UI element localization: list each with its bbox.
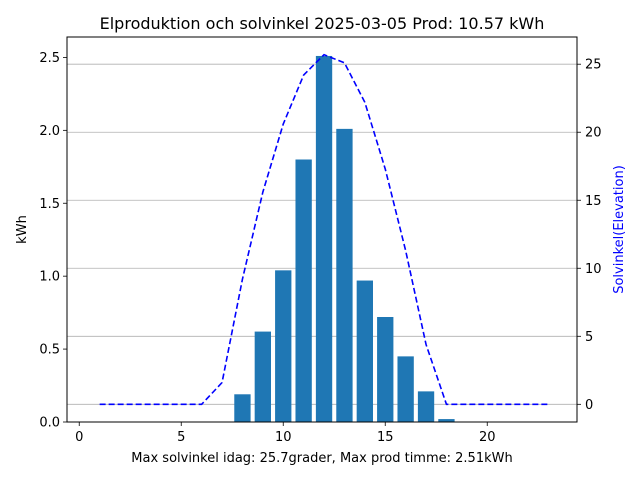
plot-frame (66, 36, 578, 423)
y2-tick-label: 10 (585, 262, 602, 277)
y-tick-label: 0.5 (39, 343, 60, 358)
y-tick-label: 2.0 (39, 124, 60, 139)
x-axis-ticks: 0 5 10 15 20 (75, 422, 496, 445)
bar-hour-12 (315, 55, 333, 422)
bar-hour-10 (275, 270, 292, 422)
bar-hour-9 (254, 331, 271, 422)
x-tick-label: 10 (275, 430, 292, 445)
chart-title: Elproduktion och solvinkel 2025-03-05 Pr… (100, 14, 545, 33)
bar-hour-15 (377, 317, 394, 422)
x-tick-label: 20 (479, 430, 496, 445)
bar-hour-16 (397, 356, 414, 422)
y2-tick-label: 15 (585, 194, 602, 209)
y-tick-label: 1.0 (39, 270, 60, 285)
bar-hour-14 (356, 280, 373, 422)
y2-axis-label: Solvinkel(Elevation) (612, 165, 627, 294)
y-tick-label: 2.5 (39, 51, 60, 66)
bar-hour-11 (295, 159, 312, 422)
y-axis-label: kWh (15, 215, 30, 244)
x-tick-label: 5 (177, 430, 185, 445)
x-tick-label: 0 (75, 430, 83, 445)
bar-hour-13 (336, 128, 353, 422)
y2-tick-label: 0 (585, 398, 593, 413)
x-axis-label: Max solvinkel idag: 25.7grader, Max prod… (131, 451, 512, 466)
y2-axis-ticks: 0 5 10 15 20 25 (577, 58, 602, 413)
elevation-line-series (99, 53, 549, 406)
x-tick-label: 15 (377, 430, 394, 445)
bar-hour-8 (234, 394, 251, 422)
bar-hour-17 (417, 391, 435, 422)
elevation-line (99, 53, 549, 406)
y-axis-ticks: 0.0 0.5 1.0 1.5 2.0 2.5 (39, 51, 67, 431)
y-tick-label: 0.0 (39, 416, 60, 431)
y2-tick-label: 25 (585, 58, 602, 73)
bar-series (234, 55, 455, 422)
y-tick-label: 1.5 (39, 197, 60, 212)
bar-hour-18 (438, 419, 455, 422)
y2-tick-label: 5 (585, 330, 593, 345)
y2-tick-label: 20 (585, 126, 602, 141)
